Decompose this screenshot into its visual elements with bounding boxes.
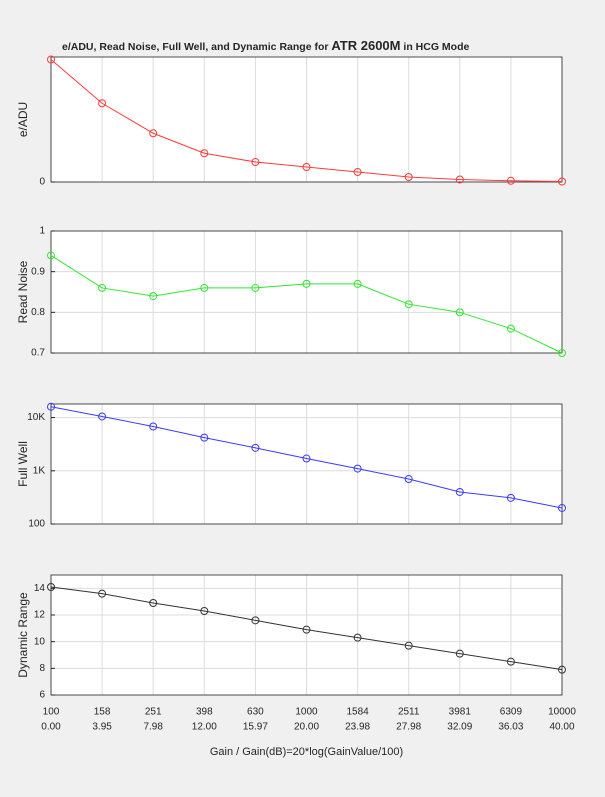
data-point [455, 487, 464, 496]
x-tick-label: 100 [43, 707, 60, 718]
plot-frame [50, 56, 563, 183]
data-point [149, 422, 158, 431]
title-part: e/ADU, Read Noise, Full Well, and Dynami… [62, 41, 328, 53]
data-point [455, 175, 464, 184]
data-point [302, 163, 311, 171]
y-tick-label: 0.9 [31, 266, 45, 277]
y-tick-label: 12 [34, 610, 46, 621]
x-tick-label: 251 [145, 707, 162, 718]
y-tick-label: 14 [34, 583, 46, 594]
y-tick-label: 100 [28, 519, 45, 530]
y-axis-label: Read Noise [16, 260, 30, 323]
plot-frame [50, 574, 563, 696]
data-point [98, 99, 107, 108]
x-tick-label: 3981 [449, 707, 472, 718]
x-tick-sublabel: 0.00 [41, 722, 61, 733]
series-line [50, 59, 563, 182]
x-tick-sublabel: 40.00 [549, 722, 574, 733]
data-point [251, 443, 260, 452]
plot-frame [50, 230, 563, 354]
x-tick-sublabel: 7.98 [143, 722, 163, 733]
series-line [50, 406, 563, 509]
x-tick-label: 398 [196, 707, 213, 718]
y-tick-label: 0.7 [31, 348, 45, 359]
data-point [200, 149, 209, 158]
x-tick-sublabel: 15.97 [243, 722, 268, 733]
y-tick-label: 1 [39, 226, 45, 237]
title-part: in HCG Mode [403, 41, 469, 53]
x-tick-label: 2511 [398, 707, 420, 718]
data-point [455, 308, 464, 317]
y-axis-label: e/ADU [16, 102, 30, 137]
data-point [404, 173, 413, 181]
x-tick-label: 10000 [548, 707, 576, 718]
chart-title: e/ADU, Read Noise, Full Well, and Dynami… [62, 38, 469, 53]
data-point [558, 665, 566, 674]
data-point [302, 625, 311, 634]
x-tick-label: 1000 [295, 707, 318, 718]
data-point [47, 402, 55, 411]
data-point [506, 493, 515, 502]
y-axis-label: Full Well [16, 441, 30, 487]
y-tick-label: 1K [33, 465, 46, 476]
data-point [149, 292, 158, 301]
data-point [353, 633, 362, 642]
data-point [47, 55, 55, 64]
data-point [558, 503, 566, 512]
data-point [506, 176, 515, 185]
y-tick-label: 0 [39, 177, 45, 188]
data-point [404, 475, 413, 484]
y-tick-label: 6 [39, 690, 45, 701]
x-tick-sublabel: 3.95 [92, 722, 112, 733]
data-point [47, 251, 55, 260]
x-tick-label: 1584 [346, 707, 369, 718]
data-point [149, 599, 158, 607]
x-tick-sublabel: 20.00 [294, 722, 319, 733]
title-part: ATR 2600M [331, 38, 400, 53]
data-point [506, 657, 515, 666]
data-point [200, 607, 209, 615]
series-line [50, 586, 563, 671]
data-point [558, 349, 566, 357]
x-tick-sublabel: 36.03 [498, 722, 523, 733]
y-tick-label: 0.8 [31, 307, 45, 318]
x-tick-label: 6309 [500, 707, 523, 718]
data-point [98, 589, 107, 598]
data-point [404, 300, 413, 309]
x-tick-sublabel: 23.98 [345, 722, 370, 733]
series-line [50, 254, 563, 354]
x-tick-sublabel: 27.98 [396, 722, 421, 733]
x-axis-label: Gain / Gain(dB)=20*log(GainValue/100) [210, 746, 403, 758]
data-point [353, 168, 362, 176]
y-tick-label: 10K [27, 412, 45, 423]
data-point [98, 412, 107, 421]
data-point [506, 324, 515, 333]
data-point [251, 158, 260, 166]
data-point [98, 283, 107, 292]
data-point [353, 464, 362, 473]
x-tick-label: 630 [247, 707, 264, 718]
data-point [353, 279, 362, 288]
data-point [455, 649, 464, 658]
data-point [200, 433, 209, 442]
data-point [404, 641, 413, 650]
x-tick-label: 158 [94, 707, 111, 718]
data-point [302, 454, 311, 463]
data-point [149, 129, 158, 138]
x-tick-sublabel: 32.09 [447, 722, 472, 733]
y-tick-label: 8 [39, 663, 45, 674]
data-point [251, 283, 260, 292]
y-tick-label: 10 [34, 636, 46, 647]
x-tick-sublabel: 12.00 [192, 722, 217, 733]
plot-frame [50, 403, 563, 525]
data-point [47, 583, 55, 591]
data-point [302, 279, 311, 288]
data-point [251, 616, 260, 625]
data-point [558, 177, 566, 186]
y-axis-label: Dynamic Range [16, 592, 30, 678]
data-point [200, 283, 209, 292]
